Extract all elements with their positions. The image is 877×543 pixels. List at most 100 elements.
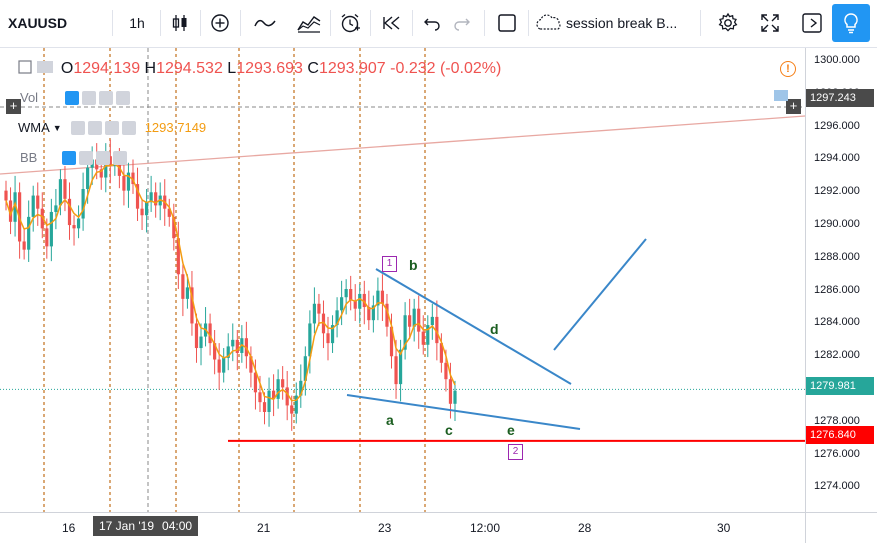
candle-body: [235, 339, 239, 353]
candle-body: [181, 274, 185, 299]
candles-icon: [172, 15, 187, 31]
compare-button[interactable]: [204, 6, 236, 40]
info-icon[interactable]: !: [780, 61, 796, 77]
candle-body: [358, 293, 362, 309]
wave-label-d[interactable]: d: [490, 321, 499, 337]
candle-body: [67, 198, 72, 226]
indicator-vol[interactable]: Vol: [20, 90, 131, 105]
candle-body: [317, 303, 321, 314]
more-icon[interactable]: [96, 150, 111, 165]
toolbar-separator: [160, 10, 161, 36]
redo-button[interactable]: [448, 6, 476, 40]
top-toolbar: XAUUSD 1h session break B...: [0, 0, 877, 48]
candle-body: [135, 184, 140, 209]
candle-body: [149, 192, 153, 203]
bb-band-line: [0, 115, 805, 175]
publish-idea-button[interactable]: [832, 4, 870, 42]
candle-body: [439, 343, 443, 363]
candle-body: [4, 190, 8, 201]
time-axis[interactable]: 16 21 23 12:00 28 30 17 Jan '19 04:00: [0, 512, 805, 543]
candle-body: [154, 192, 158, 206]
crosshair-plus-right[interactable]: +: [786, 99, 801, 114]
candle-body: [421, 331, 425, 345]
remove-icon[interactable]: [121, 120, 136, 135]
fullscreen-button[interactable]: [754, 6, 786, 40]
undo-button[interactable]: [418, 6, 446, 40]
settings-icon[interactable]: [87, 120, 102, 135]
candle-body: [281, 379, 285, 388]
candle-body: [213, 343, 217, 360]
alert-button[interactable]: [334, 6, 366, 40]
more-icon[interactable]: [104, 120, 119, 135]
layout-select[interactable]: session break B...: [534, 6, 704, 40]
candle-body: [276, 379, 280, 399]
candle-body: [76, 218, 81, 229]
chevron-down-icon[interactable]: ▼: [52, 122, 62, 133]
crosshair-plus-left[interactable]: +: [6, 99, 21, 114]
axis-corner: [805, 512, 877, 543]
candle-body: [353, 300, 357, 309]
screenshot-button[interactable]: [798, 6, 828, 40]
camera-icon: [802, 13, 822, 33]
redo-icon: [454, 18, 470, 31]
upper-trend-line: [375, 268, 572, 385]
candle-body: [299, 380, 303, 396]
layout-label: session break B...: [566, 15, 678, 31]
lower-trend-line: [346, 394, 581, 430]
remove-icon[interactable]: [116, 90, 131, 105]
wave-label-e[interactable]: e: [507, 422, 515, 438]
indicators-button[interactable]: [248, 6, 282, 40]
toolbar-separator: [528, 10, 529, 36]
candle-body: [398, 349, 403, 385]
bb-label: BB: [20, 150, 38, 165]
symbol-search[interactable]: XAUUSD: [8, 6, 108, 40]
eye-icon[interactable]: [70, 120, 85, 135]
more-icon[interactable]: [99, 90, 114, 105]
settings-button[interactable]: [712, 6, 744, 40]
candle-body: [194, 323, 199, 349]
fullscreen-select-button[interactable]: [490, 6, 524, 40]
candle-body: [453, 390, 457, 404]
candle-body: [271, 390, 276, 399]
financials-button[interactable]: [292, 6, 326, 40]
candle-body: [430, 316, 434, 326]
candle-body: [144, 202, 149, 216]
crosshair-time-tag: 17 Jan '19 04:00: [93, 516, 199, 536]
candle-body: [389, 326, 394, 357]
candle-body: [131, 172, 135, 185]
eye-icon[interactable]: [65, 90, 80, 105]
interval-button[interactable]: 1h: [118, 6, 156, 40]
wave-label-a[interactable]: a: [386, 412, 394, 428]
high-value: 1294.532: [156, 60, 223, 77]
x-label: 28: [578, 521, 592, 535]
last-price: 1279.981: [810, 380, 856, 392]
y-tick-label: 1274.000: [814, 480, 860, 493]
hide-symbol-icon[interactable]: [18, 60, 32, 74]
low-value: 1293.693: [236, 60, 303, 77]
wma-line: [5, 163, 456, 402]
toolbar-separator: [200, 10, 201, 36]
y-tick-label: 1290.000: [814, 218, 860, 231]
marker-box-2[interactable]: 2: [508, 444, 523, 460]
indicator-bb[interactable]: BB: [20, 150, 128, 165]
candle-body: [285, 387, 289, 406]
candle-body: [208, 323, 212, 344]
settings-icon[interactable]: [82, 90, 97, 105]
scale-marker[interactable]: [774, 90, 788, 101]
indicator-wma[interactable]: WMA ▼ 1293.7149: [18, 120, 206, 135]
alarm-clock-icon: [341, 13, 360, 33]
chart-plot-area[interactable]: b d a c e 1 2 O1294.139 H1294.532 L1293.…: [0, 48, 805, 512]
candle-body: [408, 315, 412, 327]
marker-box-1[interactable]: 1: [382, 256, 397, 272]
bar-style-button[interactable]: [164, 6, 196, 40]
y-tick-label: 1292.000: [814, 185, 860, 198]
candle-body: [258, 392, 262, 403]
replay-button[interactable]: [376, 6, 408, 40]
gear-icon: [718, 12, 738, 32]
eye-icon[interactable]: [62, 150, 77, 165]
wave-label-c[interactable]: c: [445, 422, 453, 438]
wave-label-b[interactable]: b: [409, 257, 418, 273]
settings-icon[interactable]: [79, 150, 94, 165]
remove-icon[interactable]: [113, 150, 128, 165]
candle-body: [294, 395, 298, 414]
